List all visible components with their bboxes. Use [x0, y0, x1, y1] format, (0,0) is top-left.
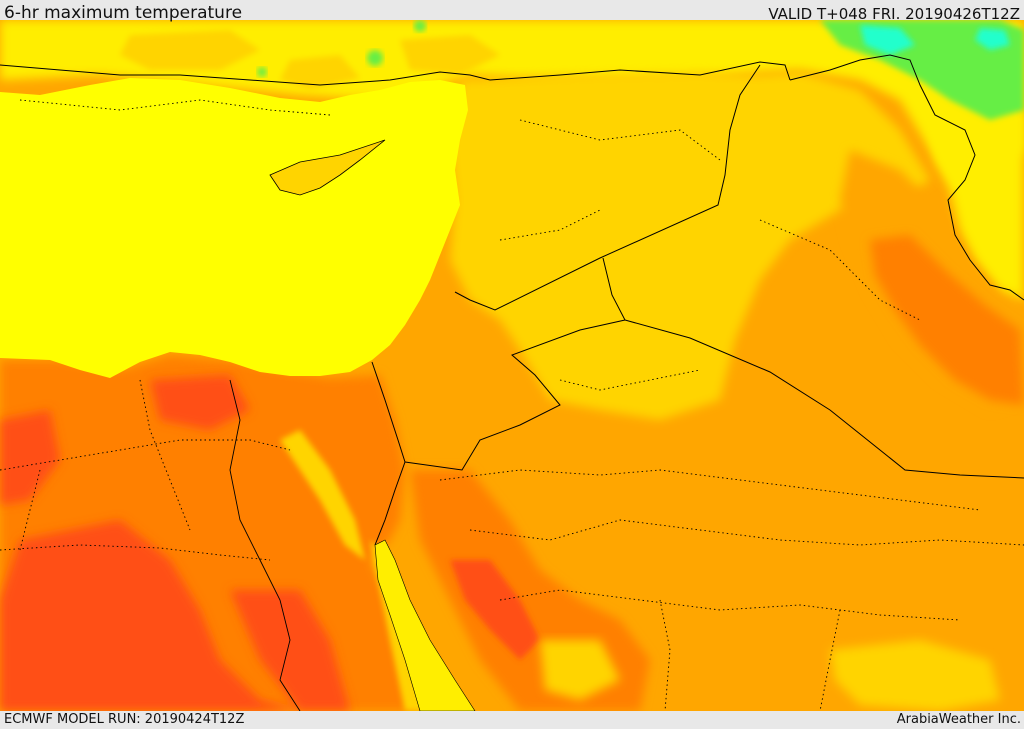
mediterranean-sea — [0, 78, 468, 378]
model-run-label: ECMWF MODEL RUN: 20190424T12Z — [4, 712, 245, 727]
country-borders — [0, 54, 1024, 546]
header-bar: 6-hr maximum temperature VALID T+048 FRI… — [0, 0, 1024, 23]
cyprus — [269, 139, 386, 196]
green-spot — [257, 67, 267, 77]
credit-label: ArabiaWeather Inc. — [896, 712, 1021, 727]
green-spot — [414, 20, 426, 32]
valid-time: VALID T+048 FRI. 20190426T12Z — [768, 5, 1020, 23]
sinai-streak — [280, 430, 425, 711]
nile-river — [229, 379, 301, 711]
map-title: 6-hr maximum temperature — [4, 3, 243, 23]
red-sea — [374, 539, 476, 711]
hejaz-red — [450, 560, 540, 660]
footer-bar: ECMWF MODEL RUN: 20190424T12Z ArabiaWeat… — [0, 711, 1024, 729]
levant-zone — [450, 72, 930, 420]
green-spot — [367, 50, 383, 66]
temperature-map — [0, 20, 1024, 711]
arabia-yellow — [540, 640, 1000, 711]
turkey-patches — [120, 30, 500, 90]
egypt-red — [0, 375, 350, 711]
cyan-patch — [860, 25, 1010, 55]
province-borders — [0, 99, 1024, 711]
iran-yellow — [930, 110, 1024, 300]
iraq-dark-orange — [870, 235, 1024, 405]
